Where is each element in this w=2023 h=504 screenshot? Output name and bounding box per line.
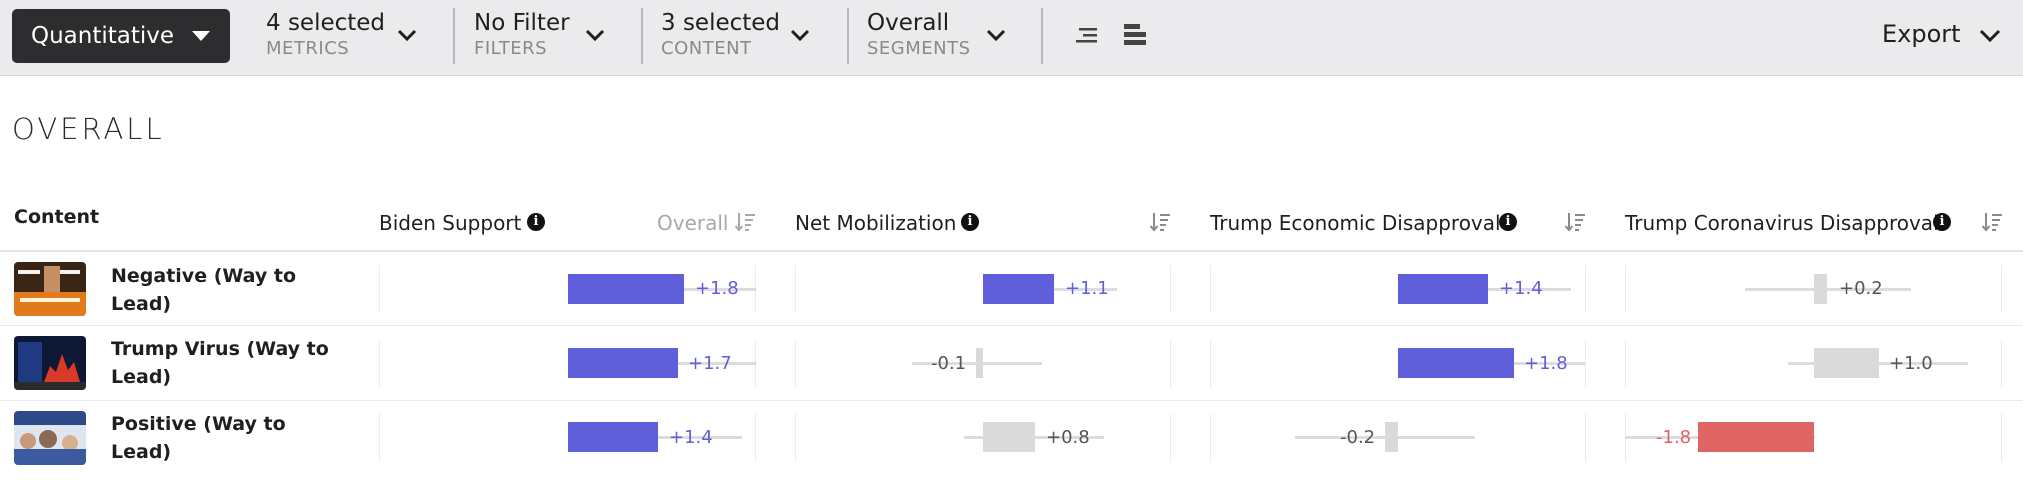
info-icon[interactable]: i — [527, 213, 545, 231]
toolbar-divider — [453, 8, 455, 64]
cell-divider — [1210, 414, 1211, 462]
column-header-trump-coronavirus-disapproval: Trump Coronavirus Disapproval — [1625, 211, 1939, 235]
chevron-down-icon — [790, 29, 810, 42]
cell-divider — [379, 340, 380, 388]
metric-value: +1.7 — [688, 353, 732, 374]
metric-value: -0.1 — [931, 353, 967, 374]
metric-value: -1.8 — [1656, 427, 1692, 448]
cell-divider — [1170, 414, 1171, 462]
metric-bar — [983, 274, 1054, 304]
info-icon[interactable]: i — [1499, 213, 1517, 231]
chevron-down-icon — [1979, 29, 2001, 43]
metric-bar — [568, 274, 684, 304]
export-label: Export — [1882, 20, 1961, 48]
sort-icon[interactable] — [1981, 211, 2003, 233]
metric-value: +0.2 — [1839, 278, 1883, 299]
info-icon[interactable]: i — [961, 213, 979, 231]
metric-bar — [1814, 274, 1827, 304]
filters-label: FILTERS — [474, 38, 548, 59]
toolbar-divider — [1041, 8, 1043, 64]
cell-divider — [379, 414, 380, 462]
bar-list-icon[interactable] — [1122, 22, 1148, 48]
cell-divider — [1585, 340, 1586, 388]
cell-divider — [1210, 340, 1211, 388]
cell-divider — [1170, 340, 1171, 388]
align-center-icon[interactable] — [1074, 22, 1100, 48]
row-title[interactable]: Positive (Way to Lead) — [111, 413, 286, 463]
chevron-down-icon — [986, 29, 1006, 42]
metric-bar — [1814, 348, 1879, 378]
content-thumbnail[interactable] — [14, 336, 86, 390]
filters-dropdown[interactable]: No Filter FILTERS — [474, 10, 614, 64]
toolbar-divider — [641, 8, 643, 64]
metric-value: +0.8 — [1046, 427, 1090, 448]
content-column-header: Content — [14, 206, 100, 228]
metric-value: +1.1 — [1065, 278, 1109, 299]
section-title: OVERALL — [12, 112, 165, 146]
row-title[interactable]: Negative (Way to Lead) — [111, 265, 297, 315]
cell-divider — [1170, 265, 1171, 313]
caret-down-icon — [192, 31, 210, 41]
metric-bar — [568, 348, 678, 378]
metric-bar — [1398, 348, 1514, 378]
mode-dropdown[interactable]: Quantitative — [12, 9, 230, 63]
metric-bar — [1698, 422, 1814, 452]
metrics-dropdown[interactable]: 4 selected METRICS — [266, 10, 426, 64]
cell-divider — [1210, 265, 1211, 313]
column-header-net-mobilization: Net Mobilization — [795, 211, 957, 235]
table-header-divider — [0, 250, 2023, 252]
content-value: 3 selected — [661, 10, 781, 36]
overall-sort-label[interactable]: Overall — [657, 211, 729, 235]
metric-value: +1.4 — [669, 427, 713, 448]
sort-icon[interactable] — [734, 211, 756, 233]
metric-value: +1.8 — [695, 278, 739, 299]
cell-divider — [379, 265, 380, 313]
content-thumbnail[interactable] — [14, 262, 86, 316]
metric-value: -0.2 — [1340, 427, 1376, 448]
column-header-biden-support: Biden Support — [379, 211, 522, 235]
metric-bar — [1398, 274, 1488, 304]
segments-dropdown[interactable]: Overall SEGMENTS — [867, 10, 1017, 64]
cell-divider — [795, 265, 796, 313]
sort-icon[interactable] — [1149, 211, 1171, 233]
cell-divider — [795, 414, 796, 462]
metric-value: +1.0 — [1889, 353, 1933, 374]
cell-divider — [755, 414, 756, 462]
metric-bar — [568, 422, 658, 452]
confidence-interval-line — [1745, 288, 1911, 291]
cell-divider — [1625, 265, 1626, 313]
metrics-label: METRICS — [266, 38, 350, 59]
content-thumbnail[interactable] — [14, 411, 86, 465]
chevron-down-icon — [585, 29, 605, 42]
metric-bar — [983, 422, 1035, 452]
metric-value: +1.4 — [1499, 278, 1543, 299]
info-icon[interactable]: i — [1933, 213, 1951, 231]
content-dropdown[interactable]: 3 selected CONTENT — [661, 10, 821, 64]
chevron-down-icon — [397, 29, 417, 42]
column-header-trump-economic-disapproval: Trump Economic Disapproval — [1210, 211, 1501, 235]
toolbar-divider — [847, 8, 849, 64]
metric-bar — [976, 348, 983, 378]
row-divider — [0, 325, 2023, 326]
content-label: CONTENT — [661, 38, 752, 59]
cell-divider — [2001, 265, 2002, 313]
cell-divider — [1625, 340, 1626, 388]
metric-value: +1.8 — [1524, 353, 1568, 374]
row-title[interactable]: Trump Virus (Way to Lead) — [111, 338, 329, 388]
cell-divider — [2001, 414, 2002, 462]
row-divider — [0, 400, 2023, 401]
segments-value: Overall — [867, 10, 950, 36]
segments-label: SEGMENTS — [867, 38, 971, 59]
sort-icon[interactable] — [1564, 211, 1586, 233]
metric-bar — [1385, 422, 1398, 452]
cell-divider — [1585, 414, 1586, 462]
cell-divider — [2001, 340, 2002, 388]
cell-divider — [1585, 265, 1586, 313]
mode-dropdown-label: Quantitative — [31, 23, 175, 49]
metrics-value: 4 selected — [266, 10, 386, 36]
toolbar: Quantitative 4 selected METRICS No Filte… — [0, 0, 2023, 76]
filters-value: No Filter — [474, 10, 570, 36]
cell-divider — [795, 340, 796, 388]
